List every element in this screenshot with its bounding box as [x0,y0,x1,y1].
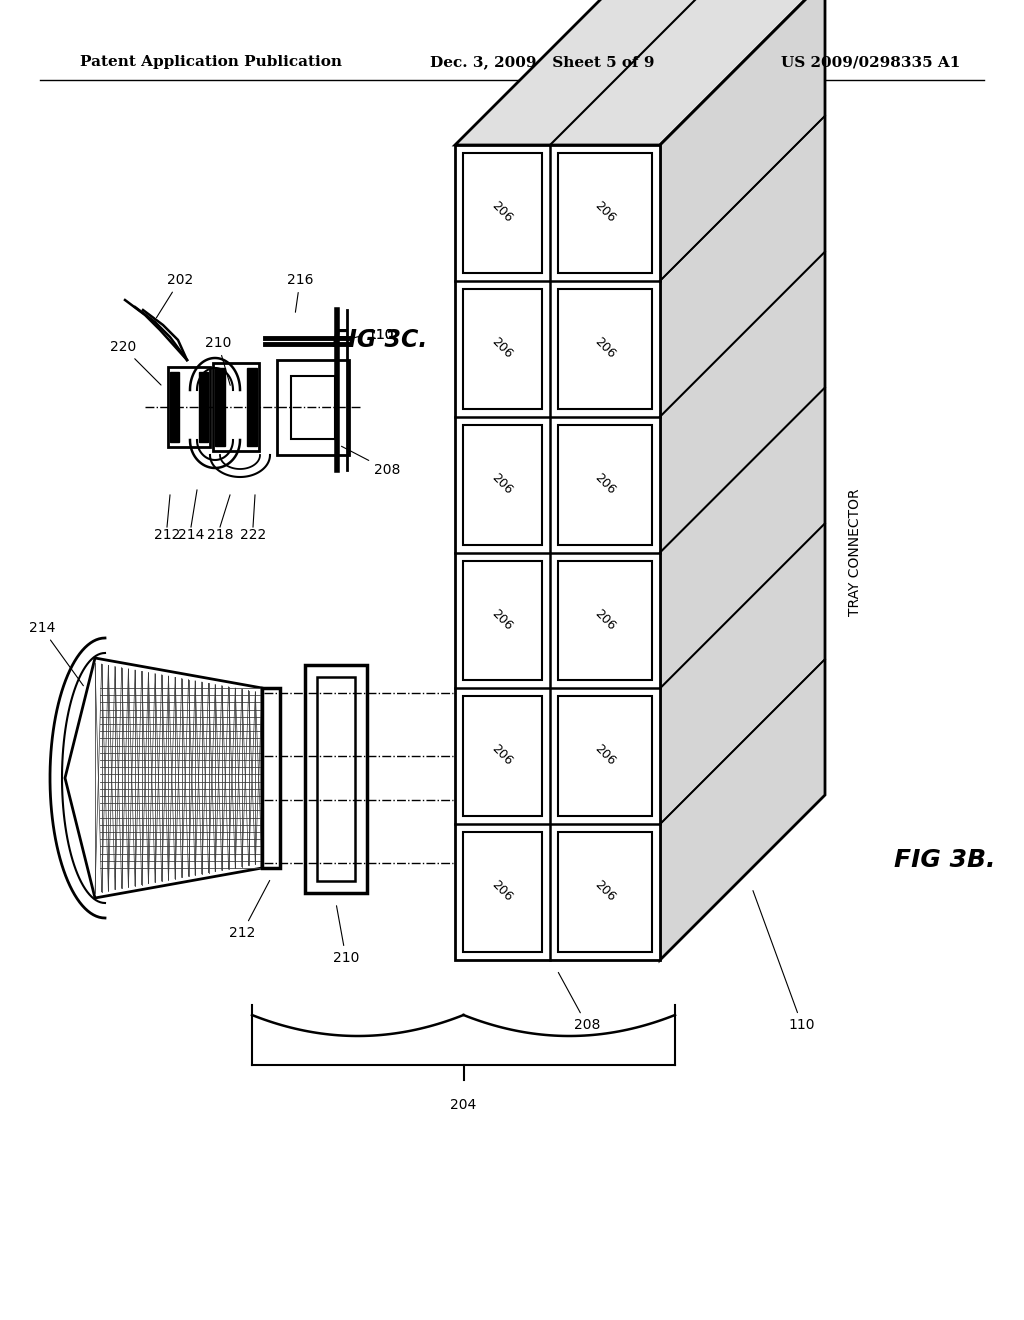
Bar [455,145,660,960]
Bar [215,368,225,446]
Text: Patent Application Publication: Patent Application Publication [80,55,342,69]
Text: 206: 206 [489,199,515,224]
Polygon shape [65,657,262,898]
Bar [463,153,542,273]
Text: 110: 110 [367,327,393,342]
Bar [463,832,542,952]
Text: FIG 3B.: FIG 3B. [894,847,995,873]
Text: 110: 110 [367,327,393,342]
Bar [558,832,652,952]
Bar [558,289,652,409]
Text: 210: 210 [333,906,359,965]
Text: 206: 206 [489,742,515,768]
Bar [558,153,652,273]
Text: 206: 206 [592,742,618,768]
Text: 206: 206 [592,471,618,496]
Text: 206: 206 [489,335,515,360]
Bar [463,561,542,680]
Bar [558,561,652,680]
Text: 206: 206 [489,606,515,632]
Text: 206: 206 [592,335,618,360]
Text: 214: 214 [178,528,204,543]
Bar [463,289,542,409]
Bar [213,363,259,451]
Bar [170,372,179,442]
Bar [291,376,335,440]
Bar [247,368,257,446]
Text: 216: 216 [287,273,313,313]
Text: 206: 206 [592,606,618,632]
Text: 206: 206 [489,471,515,496]
Bar [278,360,349,455]
Text: 110: 110 [753,891,815,1032]
Text: 204: 204 [450,1098,476,1111]
Text: 206: 206 [489,878,515,904]
Text: Dec. 3, 2009   Sheet 5 of 9: Dec. 3, 2009 Sheet 5 of 9 [430,55,654,69]
Bar [558,425,652,544]
Bar [463,697,542,816]
Text: 208: 208 [341,446,400,477]
Text: 214: 214 [29,620,83,686]
Text: 208: 208 [558,973,600,1032]
Bar [305,665,367,894]
Text: 212: 212 [154,528,180,543]
Bar [558,697,652,816]
Text: 222: 222 [240,528,266,543]
Text: 206: 206 [592,878,618,904]
Text: TRAY CONNECTOR: TRAY CONNECTOR [848,488,862,616]
Bar [262,688,280,869]
Text: 210: 210 [205,337,231,385]
Bar [317,677,355,880]
Text: 220: 220 [110,341,161,385]
Bar [168,367,210,447]
Text: 202: 202 [157,273,194,318]
Text: US 2009/0298335 A1: US 2009/0298335 A1 [780,55,961,69]
Text: 218: 218 [207,528,233,543]
Text: 206: 206 [592,199,618,224]
Bar [463,425,542,544]
Text: FIG 3C.: FIG 3C. [333,327,428,352]
Text: 212: 212 [228,880,269,940]
Bar [199,372,208,442]
Polygon shape [660,0,825,960]
Polygon shape [455,0,825,145]
